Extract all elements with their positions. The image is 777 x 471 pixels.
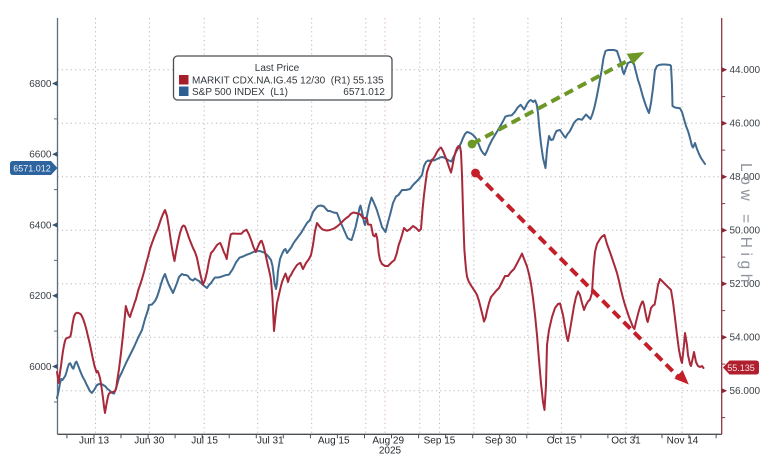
- svg-text:48.000: 48.000: [730, 172, 761, 183]
- svg-text:2025: 2025: [379, 446, 402, 457]
- svg-text:Jul 15: Jul 15: [191, 436, 218, 447]
- svg-text:Sep 15: Sep 15: [424, 436, 456, 447]
- svg-text:52.000: 52.000: [730, 279, 761, 290]
- svg-text:Sep 30: Sep 30: [485, 436, 517, 447]
- svg-text:Jun 30: Jun 30: [134, 436, 164, 447]
- svg-text:Nov 14: Nov 14: [667, 436, 699, 447]
- svg-text:44.000: 44.000: [730, 65, 761, 76]
- svg-text:46.000: 46.000: [730, 119, 761, 130]
- svg-text:Last Price: Last Price: [255, 63, 300, 74]
- svg-text:6800: 6800: [29, 79, 52, 90]
- svg-text:6600: 6600: [29, 150, 52, 161]
- svg-text:6571.012: 6571.012: [343, 87, 385, 98]
- svg-text:Jul 31: Jul 31: [257, 436, 284, 447]
- svg-text:MARKIT CDX.NA.IG.45 12/30 (R1: MARKIT CDX.NA.IG.45 12/30 (R1) 55.135: [192, 76, 384, 87]
- svg-text:Oct 15: Oct 15: [547, 436, 577, 447]
- svg-text:6200: 6200: [29, 291, 52, 302]
- svg-text:55.135: 55.135: [727, 363, 755, 373]
- svg-text:Oct 31: Oct 31: [611, 436, 641, 447]
- svg-text:54.000: 54.000: [730, 333, 761, 344]
- svg-text:Aug 15: Aug 15: [318, 436, 350, 447]
- svg-text:6000: 6000: [29, 362, 52, 373]
- svg-text:56.000: 56.000: [730, 386, 761, 397]
- svg-text:50.000: 50.000: [730, 226, 761, 237]
- svg-text:Low = High: Low = High: [737, 163, 754, 287]
- svg-text:Jun 13: Jun 13: [79, 436, 109, 447]
- svg-text:6400: 6400: [29, 220, 52, 231]
- svg-text:S&P 500 INDEX (L1): S&P 500 INDEX (L1): [192, 87, 288, 98]
- svg-text:Aug 29: Aug 29: [372, 436, 404, 447]
- svg-text:6571.012: 6571.012: [13, 164, 51, 174]
